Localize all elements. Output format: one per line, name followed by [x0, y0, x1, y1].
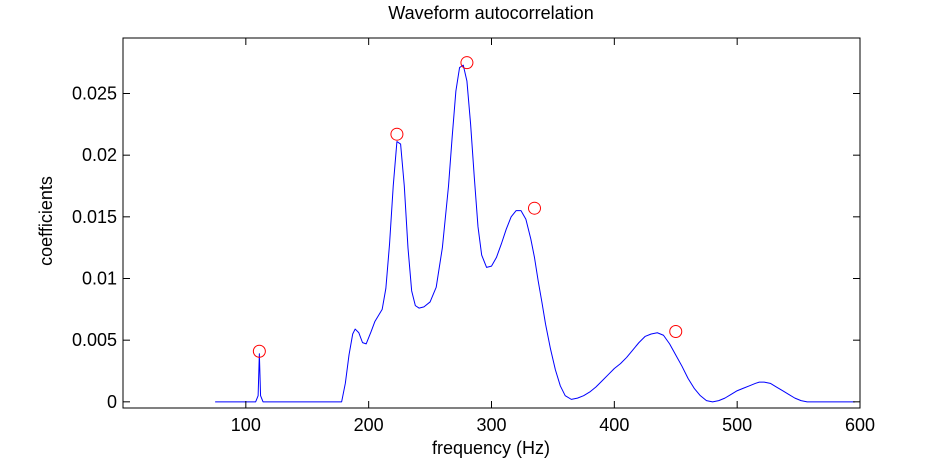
chart-title: Waveform autocorrelation — [388, 3, 593, 23]
peak-marker-1 — [252, 344, 266, 358]
series-layer — [215, 64, 856, 403]
y-tick-label-3: 0.01 — [82, 269, 117, 289]
peak-marker-2 — [390, 127, 404, 141]
x-tick-label-4: 400 — [599, 415, 629, 435]
plot-area — [123, 38, 860, 408]
y-tick-label-1: 0 — [107, 392, 117, 412]
x-tick-labels: 100 200 300 400 500 600 — [231, 415, 875, 435]
y-axis-title: coefficients — [36, 176, 56, 266]
x-tick-label-2: 200 — [354, 415, 384, 435]
y-tick-labels: 0 0.005 0.01 0.015 0.02 0.025 — [72, 84, 117, 412]
peak-marker-5 — [669, 325, 683, 339]
peak-marker-4 — [527, 201, 541, 215]
y-tick-label-6: 0.025 — [72, 84, 117, 104]
x-tick-label-1: 100 — [231, 415, 261, 435]
x-tick-label-3: 300 — [476, 415, 506, 435]
series-line-1 — [215, 64, 856, 403]
x-tick-label-6: 600 — [845, 415, 875, 435]
peak-marker-3 — [460, 56, 474, 70]
peak-markers — [252, 56, 683, 358]
x-tick-label-5: 500 — [722, 415, 752, 435]
x-axis-title: frequency (Hz) — [432, 438, 550, 458]
y-tick-label-4: 0.015 — [72, 207, 117, 227]
y-tick-label-2: 0.005 — [72, 330, 117, 350]
y-tick-label-5: 0.02 — [82, 145, 117, 165]
axis-ticks — [123, 38, 861, 408]
